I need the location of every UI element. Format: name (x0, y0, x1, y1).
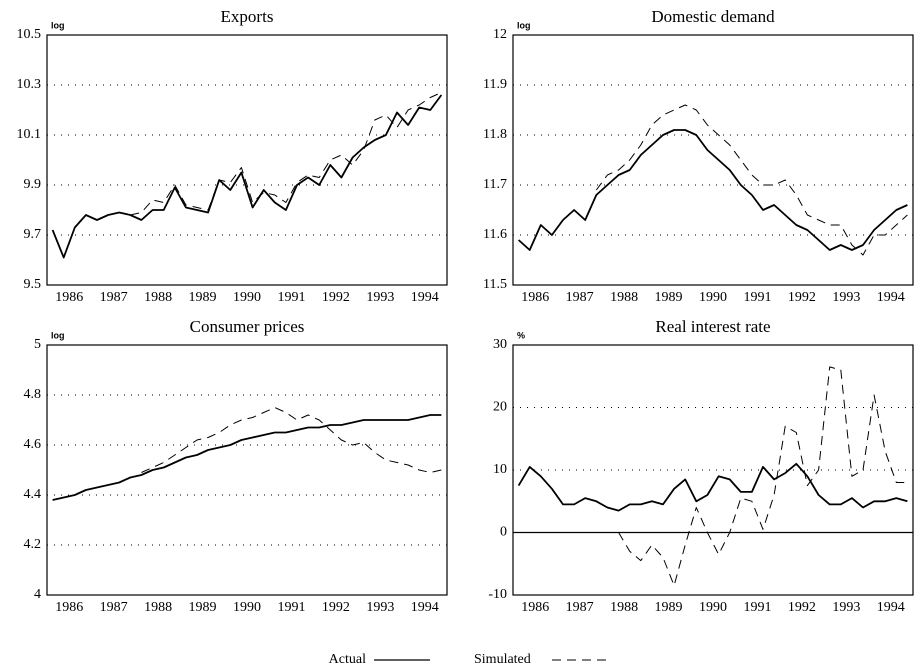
y-tick-label: -10 (488, 587, 507, 602)
y-tick-label: 10.3 (17, 77, 42, 92)
x-tick-label: 1993 (832, 290, 860, 305)
y-tick-label: 10 (493, 462, 507, 477)
y-unit: log (51, 20, 65, 30)
x-tick-label: 1992 (322, 600, 350, 615)
x-tick-label: 1991 (743, 600, 771, 615)
x-tick-label: 1986 (55, 600, 83, 615)
plot-frame (512, 34, 914, 286)
x-tick-label: 1989 (189, 290, 217, 305)
x-tick-label: 1989 (655, 290, 683, 305)
y-tick-label: 4.8 (24, 387, 42, 402)
data-line (618, 366, 908, 587)
data-line (595, 104, 908, 256)
y-tick-label: 10.1 (17, 127, 42, 142)
y-tick-label: 5 (34, 337, 41, 352)
x-tick-label: 1991 (277, 290, 305, 305)
x-tick-label: 1994 (411, 600, 439, 615)
y-unit: log (517, 20, 531, 30)
x-tick-label: 1992 (788, 600, 816, 615)
x-tick-label: 1988 (144, 600, 172, 615)
plot-frame (46, 344, 448, 596)
x-tick-label: 1988 (610, 600, 638, 615)
x-tick-label: 1987 (100, 290, 128, 305)
y-tick-label: 12 (493, 27, 507, 42)
x-tick-label: 1989 (655, 600, 683, 615)
data-line (52, 414, 442, 501)
y-tick-label: 9.7 (24, 227, 42, 242)
x-tick-label: 1994 (877, 290, 905, 305)
x-tick-label: 1991 (743, 290, 771, 305)
x-tick-label: 1986 (521, 600, 549, 615)
y-tick-label: 11.7 (483, 177, 507, 192)
y-tick-label: 9.5 (24, 277, 42, 292)
y-tick-label: 11.8 (483, 127, 507, 142)
x-tick-label: 1993 (366, 600, 394, 615)
y-tick-label: 4.4 (24, 487, 42, 502)
legend-label: Actual (329, 652, 366, 667)
x-tick-label: 1987 (100, 600, 128, 615)
x-tick-label: 1986 (521, 290, 549, 305)
chart-title: Real interest rate (655, 317, 770, 336)
chart-title: Exports (221, 7, 274, 26)
data-line (141, 407, 442, 473)
y-tick-label: 30 (493, 337, 507, 352)
plot-frame (46, 34, 448, 286)
x-tick-label: 1993 (832, 600, 860, 615)
x-tick-label: 1989 (189, 600, 217, 615)
y-tick-label: 10.5 (17, 27, 42, 42)
y-tick-label: 20 (493, 400, 507, 415)
x-tick-label: 1988 (610, 290, 638, 305)
chart-title: Consumer prices (190, 317, 305, 336)
x-tick-label: 1991 (277, 600, 305, 615)
y-unit: % (517, 330, 525, 340)
data-line (51, 94, 443, 259)
y-tick-label: 11.5 (483, 277, 507, 292)
x-tick-label: 1990 (699, 600, 727, 615)
data-line (517, 129, 908, 251)
plot-frame (512, 344, 914, 596)
y-tick-label: 0 (500, 525, 507, 540)
y-tick-label: 4.6 (24, 437, 42, 452)
x-tick-label: 1994 (877, 600, 905, 615)
y-tick-label: 4 (34, 587, 41, 602)
y-unit: log (51, 330, 65, 340)
x-tick-label: 1986 (55, 290, 83, 305)
x-tick-label: 1992 (788, 290, 816, 305)
x-tick-label: 1993 (366, 290, 394, 305)
y-tick-label: 4.2 (24, 537, 42, 552)
x-tick-label: 1987 (566, 290, 594, 305)
y-tick-label: 9.9 (24, 177, 42, 192)
chart-title: Domestic demand (651, 7, 775, 26)
legend-label: Simulated (474, 652, 531, 667)
data-line (517, 462, 908, 512)
x-tick-label: 1994 (411, 290, 439, 305)
x-tick-label: 1987 (566, 600, 594, 615)
y-tick-label: 11.9 (483, 77, 507, 92)
x-tick-label: 1990 (233, 600, 261, 615)
data-line (130, 92, 442, 216)
y-tick-label: 11.6 (483, 227, 507, 242)
x-tick-label: 1990 (699, 290, 727, 305)
x-tick-label: 1990 (233, 290, 261, 305)
x-tick-label: 1988 (144, 290, 172, 305)
x-tick-label: 1992 (322, 290, 350, 305)
